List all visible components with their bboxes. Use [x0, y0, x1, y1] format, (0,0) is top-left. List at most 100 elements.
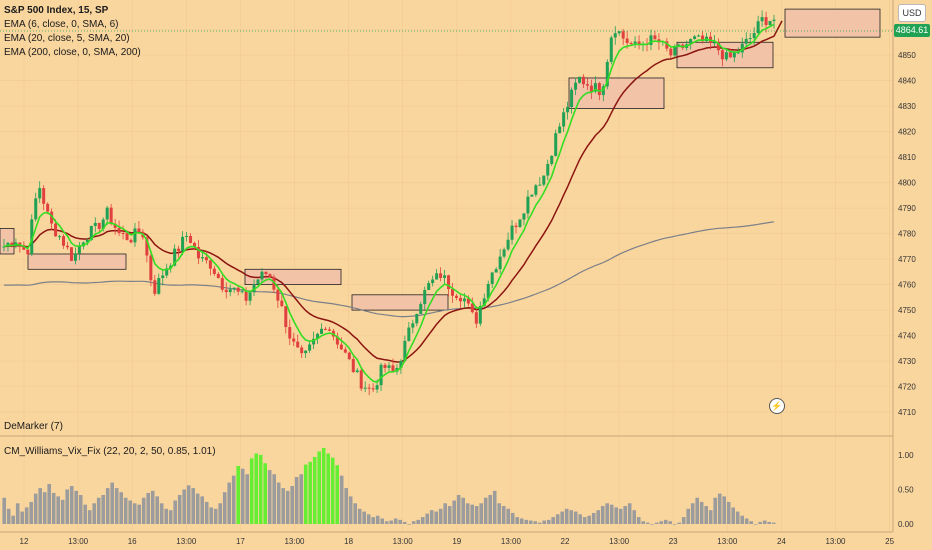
candle-body — [605, 61, 609, 87]
vix-bar — [681, 517, 686, 524]
price-tick-label: 4750 — [898, 306, 916, 315]
vix-bar — [101, 494, 105, 524]
vix-bar — [407, 524, 411, 525]
candle-body — [669, 48, 673, 56]
vix-fix-label[interactable]: CM_Williams_Vix_Fix (22, 20, 2, 50, 0.85… — [4, 446, 216, 457]
vix-bar — [569, 510, 573, 524]
candle-body — [748, 38, 752, 40]
vix-bar — [114, 488, 119, 524]
candle-body — [316, 333, 320, 339]
candle-body — [720, 50, 724, 60]
candle-body — [157, 278, 161, 294]
vix-bar — [384, 521, 389, 524]
candle-body — [65, 245, 70, 248]
vix-bar — [488, 494, 492, 524]
vix-bar — [528, 520, 533, 524]
candle-body — [697, 35, 701, 37]
candle-body — [125, 233, 129, 240]
vix-tick-label: 0.50 — [898, 485, 914, 494]
candle-body — [149, 255, 153, 281]
vix-bar — [78, 494, 83, 524]
candle-body — [109, 207, 113, 224]
vix-bar — [659, 521, 663, 524]
candle-body — [486, 283, 490, 299]
vix-bar — [74, 490, 78, 524]
time-tick-label: 17 — [236, 537, 245, 546]
candle-body — [649, 35, 653, 45]
ema200-legend[interactable]: EMA (200, close, 0, SMA, 200) — [4, 47, 141, 58]
vix-bar — [146, 492, 150, 524]
candle-body — [752, 32, 756, 39]
candle-body — [343, 349, 347, 353]
candle-body — [284, 306, 288, 328]
symbol-title[interactable]: S&P 500 Index, 15, SP — [4, 5, 109, 16]
currency-badge[interactable]: USD — [898, 4, 926, 22]
candle-body — [585, 84, 589, 86]
vix-bar — [672, 524, 677, 525]
vix-bar — [398, 519, 402, 524]
vix-bar — [762, 520, 767, 524]
price-tick-label: 4710 — [898, 408, 916, 417]
price-tick-label: 4730 — [898, 357, 916, 366]
candle-body — [181, 236, 185, 252]
vix-bar — [465, 503, 470, 524]
candle-body — [73, 253, 77, 261]
candle-body — [359, 370, 363, 389]
vix-bar — [492, 490, 497, 524]
vix-bar — [213, 508, 218, 524]
vix-bar — [267, 470, 272, 524]
ema20-line — [3, 20, 783, 363]
candle-body — [597, 83, 601, 96]
vix-bar — [641, 521, 645, 524]
time-tick-label: 12 — [20, 537, 29, 546]
candle-body — [530, 194, 534, 197]
demarker-label[interactable]: DeMarker (7) — [4, 421, 63, 432]
candle-body — [252, 284, 256, 293]
candle-body — [69, 247, 73, 261]
vix-bar — [771, 522, 776, 524]
vix-bar — [731, 507, 735, 524]
vix-bar — [690, 503, 695, 524]
vix-bar — [713, 497, 717, 524]
candle-body — [712, 42, 716, 44]
vix-bar — [281, 488, 285, 524]
chart-legend: S&P 500 Index, 15, SP EMA (6, close, 0, … — [4, 4, 141, 60]
candle-body — [165, 268, 169, 276]
vix-bar — [717, 493, 722, 524]
candle-body — [177, 248, 181, 252]
vix-bar — [182, 489, 186, 524]
vix-bar — [132, 503, 137, 524]
candle-body — [10, 242, 14, 246]
candle-body — [2, 246, 6, 248]
vix-bar — [609, 504, 614, 524]
vix-bar — [695, 497, 699, 524]
lightning-icon[interactable]: ⚡ — [769, 398, 785, 414]
vix-bar — [434, 511, 438, 524]
candle-body — [558, 126, 562, 134]
vix-bar — [83, 504, 87, 524]
candle-body — [772, 19, 776, 21]
time-tick-label: 13:00 — [717, 537, 738, 546]
candle-body — [371, 388, 375, 390]
vix-bar — [24, 507, 29, 524]
time-tick-label: 25 — [885, 537, 894, 546]
time-tick-label: 16 — [128, 537, 137, 546]
candle-body — [363, 387, 367, 389]
ema20-legend[interactable]: EMA (20, close, 5, SMA, 20) — [4, 33, 130, 44]
vix-bar — [11, 515, 15, 524]
vix-bar — [249, 458, 254, 524]
candle-body — [423, 289, 427, 305]
candle-body — [133, 228, 137, 243]
candle-body — [375, 385, 379, 390]
candle-body — [633, 41, 637, 44]
candle-body — [478, 305, 482, 324]
vix-bar — [510, 512, 515, 524]
vix-bar — [87, 510, 92, 524]
candle-body — [550, 155, 554, 164]
candle-body — [42, 188, 46, 204]
vix-bar — [240, 468, 245, 524]
vix-bar — [375, 515, 380, 524]
candle-body — [570, 89, 574, 107]
ema6-legend[interactable]: EMA (6, close, 0, SMA, 6) — [4, 19, 119, 30]
